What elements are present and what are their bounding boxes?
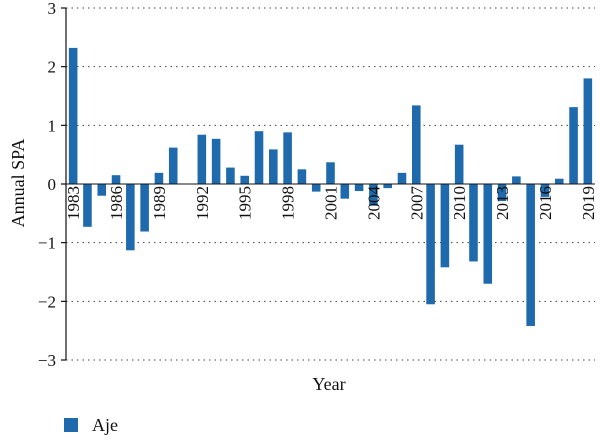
bar	[269, 149, 278, 184]
bar	[483, 184, 493, 284]
bar	[340, 184, 350, 199]
bar	[326, 162, 335, 184]
x-tick-label: 2016	[536, 186, 555, 220]
bar	[154, 172, 164, 184]
bar	[497, 184, 507, 202]
bar	[354, 184, 364, 192]
bar	[569, 107, 578, 184]
bar	[397, 172, 407, 184]
bar	[68, 47, 78, 184]
bar	[111, 175, 121, 184]
legend: Aje	[64, 415, 118, 435]
x-tick-label: 1986	[107, 186, 126, 220]
legend-swatch	[64, 418, 78, 432]
x-axis-label: Year	[312, 374, 345, 394]
y-tick-label: 0	[48, 175, 57, 194]
bar	[297, 169, 307, 184]
bar	[240, 175, 250, 184]
axes	[61, 7, 595, 361]
bar	[369, 184, 378, 206]
bar-series-aje	[68, 47, 593, 326]
x-tick-label: 1992	[193, 186, 212, 220]
x-tick-label: 2019	[579, 186, 598, 220]
bar	[197, 134, 207, 184]
x-tick-label: 2001	[322, 186, 341, 220]
x-tick-label: 2004	[364, 186, 383, 221]
y-tick-label: 1	[48, 116, 57, 135]
bar	[583, 78, 593, 184]
bar	[554, 178, 564, 184]
y-tick-label: −1	[38, 234, 56, 253]
bar	[454, 144, 464, 184]
bar	[83, 184, 92, 227]
bar	[469, 184, 478, 262]
bar	[512, 176, 521, 184]
bar	[226, 167, 235, 184]
bar	[411, 105, 421, 184]
legend-label: Aje	[92, 415, 118, 435]
bar	[283, 132, 292, 184]
y-tick-label: 2	[48, 58, 57, 77]
bar	[126, 184, 135, 251]
bar	[168, 147, 178, 184]
bar	[383, 184, 392, 189]
bar	[440, 184, 450, 268]
y-axis-label: Annual SPA	[8, 139, 28, 228]
bar	[540, 184, 550, 197]
x-tick-label: 1995	[236, 186, 255, 220]
bar	[97, 184, 107, 196]
x-tick-label: 1989	[150, 186, 169, 220]
x-tick-label: 1998	[279, 186, 298, 220]
y-tick-label: 3	[48, 0, 57, 18]
x-tick-label: 1983	[64, 186, 83, 220]
bar	[311, 184, 321, 192]
y-tick-labels: −3 −2 −1 0 1 2 3	[38, 0, 56, 370]
bar	[140, 184, 149, 232]
y-tick-label: −2	[38, 292, 56, 311]
y-tick-label: −3	[38, 351, 56, 370]
bar	[526, 184, 535, 326]
x-tick-label: 2007	[407, 186, 426, 221]
bar	[254, 131, 264, 184]
x-tick-labels: 1983 1986 1989 1992 1995 1998 2001 2004 2007 2010…	[64, 186, 598, 221]
bar	[211, 138, 221, 184]
x-tick-label: 2010	[450, 186, 469, 220]
bar	[426, 184, 435, 305]
x-tick-label: 2013	[493, 186, 512, 220]
